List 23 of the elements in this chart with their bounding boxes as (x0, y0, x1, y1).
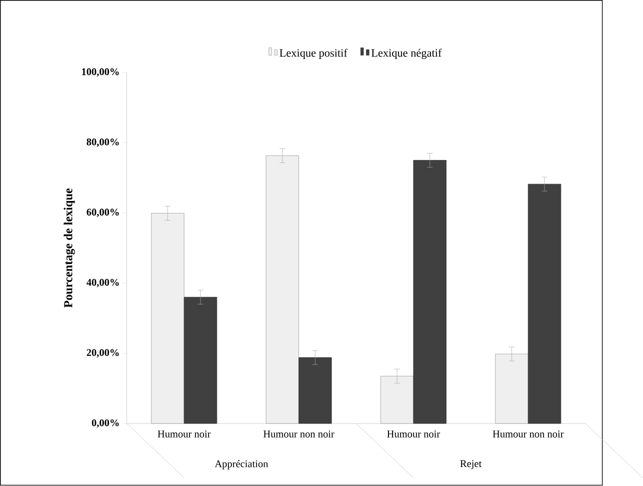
y-tick-label: 0,00% (92, 419, 119, 428)
y-tick-label: 20,00% (86, 349, 119, 358)
x-tick-label: Humour non noir (263, 430, 334, 438)
bar (380, 376, 414, 424)
x-tick-label: Humour noir (158, 430, 211, 438)
y-tick-label: 80,00% (86, 138, 119, 148)
bar (413, 160, 446, 424)
x-tick-label: Humour noir (387, 430, 440, 438)
text: Rejet (460, 460, 482, 470)
y-tick-label: 60,00% (86, 208, 119, 218)
legend-label: Lexique positif (280, 48, 348, 60)
legend-label: Lexique négatif (371, 48, 442, 60)
bar (495, 354, 528, 424)
text: Appréciation (214, 460, 268, 470)
bar (528, 184, 562, 424)
bar (151, 213, 184, 424)
y-tick-label: 40,00% (86, 279, 119, 288)
bar (298, 357, 332, 424)
y-tick-label: 100,00% (82, 68, 119, 77)
y-axis-title: Pourcentage de lexique (64, 188, 75, 308)
bar (266, 156, 299, 424)
x-tick-label: Humour non noir (492, 430, 564, 438)
bar (184, 297, 218, 424)
